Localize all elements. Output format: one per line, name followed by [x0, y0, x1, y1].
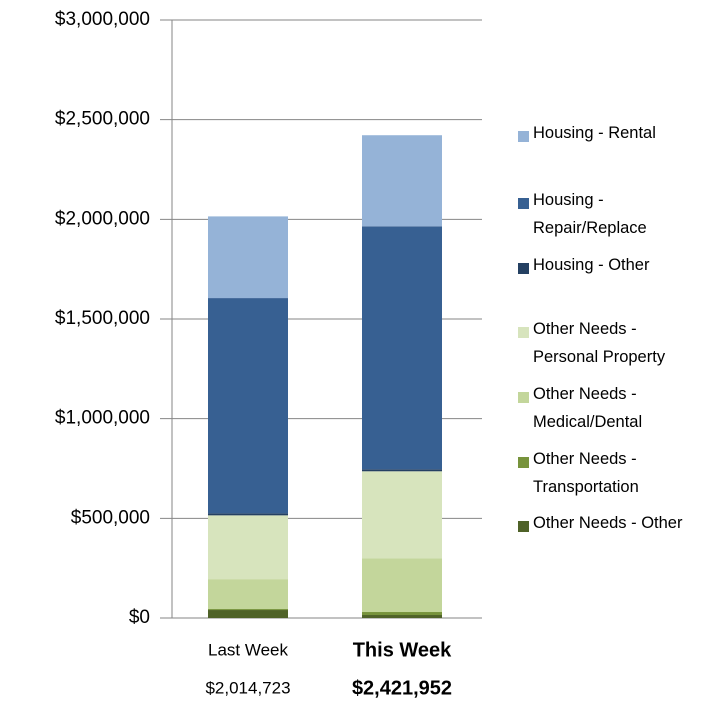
- legend-item: Other Needs - Medical/Dental: [518, 385, 685, 436]
- legend-label: Other Needs - Medical/Dental: [533, 385, 643, 431]
- legend-swatch: [518, 327, 529, 338]
- legend-item: Housing - Other: [518, 256, 685, 279]
- legend-swatch: [518, 198, 529, 209]
- legend-swatch: [518, 131, 529, 142]
- y-tick-label: $2,500,000: [55, 109, 150, 130]
- y-tick-label: $0: [129, 607, 150, 628]
- legend-item: Other Needs - Personal Property: [518, 320, 685, 371]
- legend-label: Housing - Rental: [533, 124, 656, 142]
- legend-label: Other Needs - Other: [533, 514, 683, 532]
- bar-segment: [362, 471, 442, 559]
- bar-segment: [208, 579, 288, 610]
- y-tick-label: $1,500,000: [55, 308, 150, 329]
- legend-swatch: [518, 521, 529, 532]
- total-label: $2,014,723: [205, 678, 290, 697]
- y-tick-label: $500,000: [71, 507, 150, 528]
- bar-segment: [208, 515, 288, 580]
- y-tick-label: $3,000,000: [55, 9, 150, 30]
- legend-item: Housing - Rental: [518, 124, 685, 147]
- bar-segment: [362, 469, 442, 472]
- x-tick-label: Last Week: [208, 640, 289, 659]
- legend-label: Other Needs - Transportation: [533, 450, 639, 496]
- x-tick-label: This Week: [353, 639, 452, 661]
- legend-swatch: [518, 263, 529, 274]
- bar-segment: [362, 226, 442, 470]
- total-label: $2,421,952: [352, 677, 452, 699]
- legend-item: Other Needs - Other: [518, 514, 685, 537]
- bar-segment: [208, 609, 288, 611]
- y-tick-label: $2,000,000: [55, 208, 150, 229]
- bar-segment: [362, 135, 442, 227]
- legend-label: Housing - Repair/Replace: [533, 191, 647, 237]
- bar-segment: [208, 216, 288, 299]
- bar-segment: [208, 298, 288, 514]
- legend-swatch: [518, 457, 529, 468]
- legend-swatch: [518, 392, 529, 403]
- bar-segment: [362, 615, 442, 618]
- legend-label: Housing - Other: [533, 256, 650, 274]
- legend-label: Other Needs - Personal Property: [533, 320, 666, 366]
- legend-item: Housing - Repair/Replace: [518, 191, 685, 242]
- bar-segment: [208, 513, 288, 516]
- legend-item: Other Needs - Transportation: [518, 450, 685, 501]
- bar-segment: [362, 558, 442, 613]
- bar-segment: [208, 610, 288, 618]
- bar-segment: [362, 612, 442, 616]
- y-tick-label: $1,000,000: [55, 408, 150, 429]
